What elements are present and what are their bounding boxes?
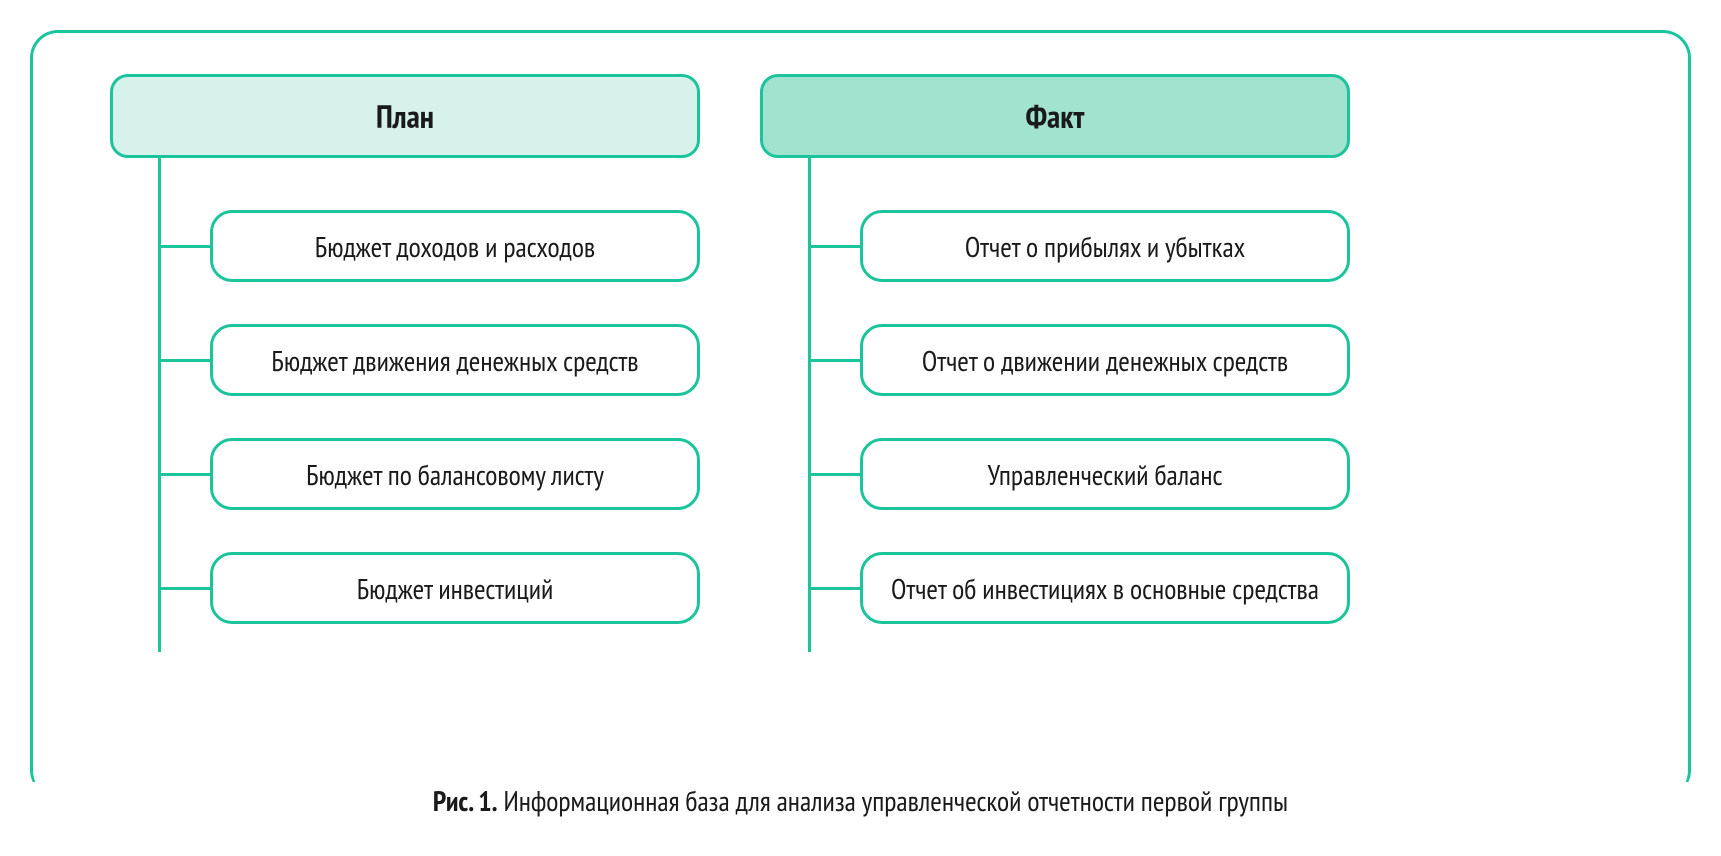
- item-fact-0-label: Отчет о прибылях и убытках: [965, 228, 1245, 265]
- connector-fact-stub-2: [808, 473, 860, 476]
- item-fact-3-label: Отчет об инвестициях в основные средства: [891, 570, 1319, 607]
- figure-caption: Рис. 1. Информационная база для анализа …: [0, 782, 1721, 819]
- connector-fact-vertical: [808, 158, 811, 652]
- connector-fact-stub-3: [808, 587, 860, 590]
- connector-plan-vertical: [158, 158, 161, 652]
- diagram-canvas: План Бюджет доходов и расходов Бюджет дв…: [0, 0, 1721, 856]
- connector-plan-stub-3: [158, 587, 210, 590]
- item-plan-1-label: Бюджет движения денежных средств: [271, 342, 638, 379]
- item-fact-1: Отчет о движении денежных средств: [860, 324, 1350, 396]
- item-fact-1-label: Отчет о движении денежных средств: [922, 342, 1288, 379]
- header-plan-label: План: [376, 95, 434, 137]
- connector-fact-stub-0: [808, 245, 860, 248]
- connector-fact-stub-1: [808, 359, 860, 362]
- item-plan-0: Бюджет доходов и расходов: [210, 210, 700, 282]
- item-plan-2-label: Бюджет по балансовому листу: [306, 456, 604, 493]
- item-fact-3: Отчет об инвестициях в основные средства: [860, 552, 1350, 624]
- connector-plan-stub-2: [158, 473, 210, 476]
- item-plan-1: Бюджет движения денежных средств: [210, 324, 700, 396]
- caption-prefix: Рис. 1.: [433, 782, 498, 819]
- item-fact-0: Отчет о прибылях и убытках: [860, 210, 1350, 282]
- connector-plan-stub-1: [158, 359, 210, 362]
- item-plan-3: Бюджет инвестиций: [210, 552, 700, 624]
- connector-plan-stub-0: [158, 245, 210, 248]
- caption-text: Информационная база для анализа управлен…: [498, 782, 1289, 819]
- header-plan: План: [110, 74, 700, 158]
- item-fact-2-label: Управленческий баланс: [988, 456, 1223, 493]
- item-fact-2: Управленческий баланс: [860, 438, 1350, 510]
- item-plan-2: Бюджет по балансовому листу: [210, 438, 700, 510]
- header-fact-label: Факт: [1026, 95, 1085, 137]
- item-plan-3-label: Бюджет инвестиций: [357, 570, 554, 607]
- header-fact: Факт: [760, 74, 1350, 158]
- item-plan-0-label: Бюджет доходов и расходов: [315, 228, 595, 265]
